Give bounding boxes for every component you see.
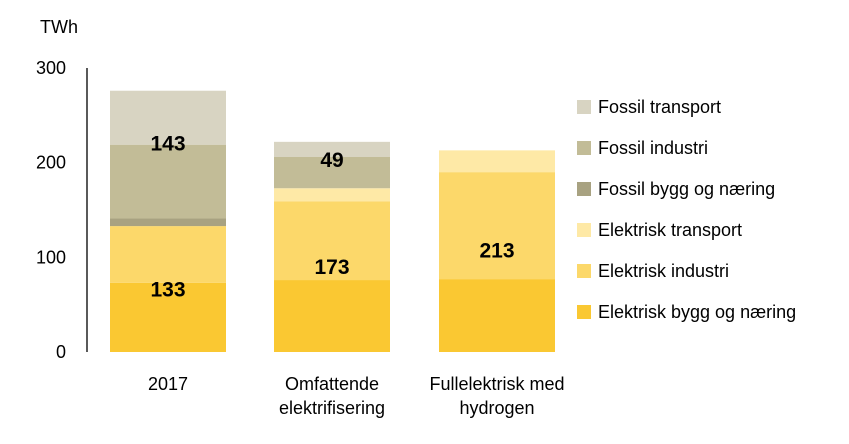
bar-segment <box>274 156 390 189</box>
data-label: 133 <box>150 279 185 302</box>
bar-segment <box>439 150 555 173</box>
legend-swatch <box>577 223 591 237</box>
data-label: 143 <box>150 133 185 156</box>
category-labels: 2017 Omfattende elektrifisering Fullelektri… <box>148 374 565 418</box>
bar-segment <box>110 90 226 145</box>
bar-segment <box>110 226 226 283</box>
y-tick-label: 100 <box>36 247 66 267</box>
y-tick-label: 0 <box>56 342 66 362</box>
bar-segment <box>110 218 226 227</box>
legend-swatch <box>577 305 591 319</box>
legend-swatch <box>577 264 591 278</box>
legend-label: Elektrisk transport <box>598 220 742 240</box>
bar-segment <box>110 144 226 219</box>
y-axis-unit-label: TWh <box>40 17 78 37</box>
bar-segment <box>439 279 555 352</box>
bar-segment <box>274 188 390 202</box>
data-label: 213 <box>479 240 514 263</box>
category-label: hydrogen <box>459 398 534 418</box>
data-labels: 133 143 173 49 213 <box>150 133 514 302</box>
legend-swatch <box>577 182 591 196</box>
category-label: Omfattende <box>285 374 379 394</box>
category-label: 2017 <box>148 374 188 394</box>
y-tick-label: 300 <box>36 58 66 78</box>
bar-segment <box>439 172 555 280</box>
data-label: 49 <box>320 149 343 172</box>
bar-segment <box>274 280 390 352</box>
category-label: elektrifisering <box>279 398 385 418</box>
data-label: 173 <box>314 256 349 279</box>
legend: Fossil transport Fossil industri Fossil by… <box>577 97 796 322</box>
y-axis-ticks: 0 100 200 300 <box>36 58 66 362</box>
bar-segment <box>274 141 390 157</box>
y-tick-label: 200 <box>36 153 66 173</box>
legend-label: Fossil industri <box>598 138 708 158</box>
bar-segment <box>110 282 226 352</box>
legend-label: Fossil transport <box>598 97 721 117</box>
legend-swatch <box>577 100 591 114</box>
bar-stacks <box>110 90 555 352</box>
bar-segment <box>274 201 390 281</box>
legend-swatch <box>577 141 591 155</box>
legend-label: Elektrisk bygg og næring <box>598 302 796 322</box>
legend-label: Fossil bygg og næring <box>598 179 775 199</box>
legend-label: Elektrisk industri <box>598 261 729 281</box>
category-label: Fullelektrisk med <box>429 374 564 394</box>
